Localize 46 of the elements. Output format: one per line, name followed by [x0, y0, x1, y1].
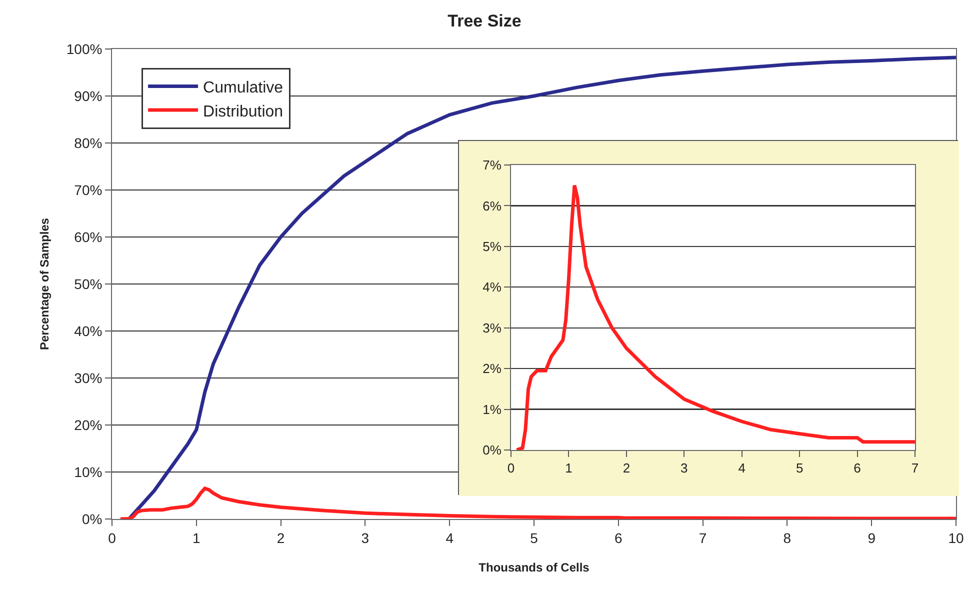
x-tick-label: 4 [738, 460, 746, 476]
legend-label: Cumulative [203, 79, 284, 96]
y-tick-label: 1% [482, 402, 502, 417]
x-axis-title: Thousands of Cells [478, 560, 590, 575]
y-tick-label: 7% [482, 158, 502, 173]
y-tick-label: 60% [74, 228, 102, 245]
y-tick-label: 80% [74, 134, 102, 151]
y-tick-label: 90% [74, 88, 102, 104]
x-tick-label: 6 [614, 530, 622, 546]
line-series [515, 184, 915, 450]
x-tick-label: 6 [854, 460, 861, 476]
y-tick-label: 0% [482, 442, 502, 458]
x-tick-label: 10 [948, 530, 964, 546]
y-tick-label: 70% [74, 182, 102, 198]
line-series [127, 56, 956, 519]
x-tick-label: 1 [192, 530, 200, 546]
y-tick-label: 10% [74, 464, 102, 480]
y-tick-label: 5% [482, 238, 502, 254]
legend-label: Distribution [203, 103, 284, 120]
y-tick-label: 2% [482, 361, 502, 376]
x-tick-label: 5 [796, 460, 804, 476]
y-tick-label: 6% [482, 198, 502, 214]
y-tick-label: 30% [74, 370, 102, 386]
chart-title: Tree Size [448, 12, 522, 31]
x-tick-label: 2 [622, 460, 630, 476]
x-tick-label: 9 [868, 530, 876, 546]
y-tick-label: 20% [74, 416, 102, 433]
y-tick-label: 100% [66, 40, 102, 57]
x-tick-label: 0 [108, 530, 116, 546]
y-tick-label: 4% [482, 280, 502, 295]
y-axis-title: Percentage of Samples [38, 218, 52, 350]
line-series [118, 486, 956, 519]
x-tick-label: 3 [680, 460, 688, 476]
y-tick-label: 50% [74, 276, 102, 292]
x-tick-label: 2 [276, 530, 285, 546]
x-tick-label: 7 [911, 460, 919, 476]
y-tick-label: 0% [82, 510, 102, 527]
x-tick-label: 3 [361, 530, 370, 546]
x-tick-label: 0 [507, 460, 515, 476]
x-tick-label: 8 [783, 530, 792, 546]
x-tick-label: 5 [530, 530, 538, 546]
x-tick-label: 4 [446, 530, 454, 546]
x-tick-label: 1 [565, 460, 572, 476]
y-tick-label: 3% [482, 320, 502, 336]
x-tick-label: 7 [698, 530, 707, 546]
y-tick-label: 40% [74, 322, 102, 339]
